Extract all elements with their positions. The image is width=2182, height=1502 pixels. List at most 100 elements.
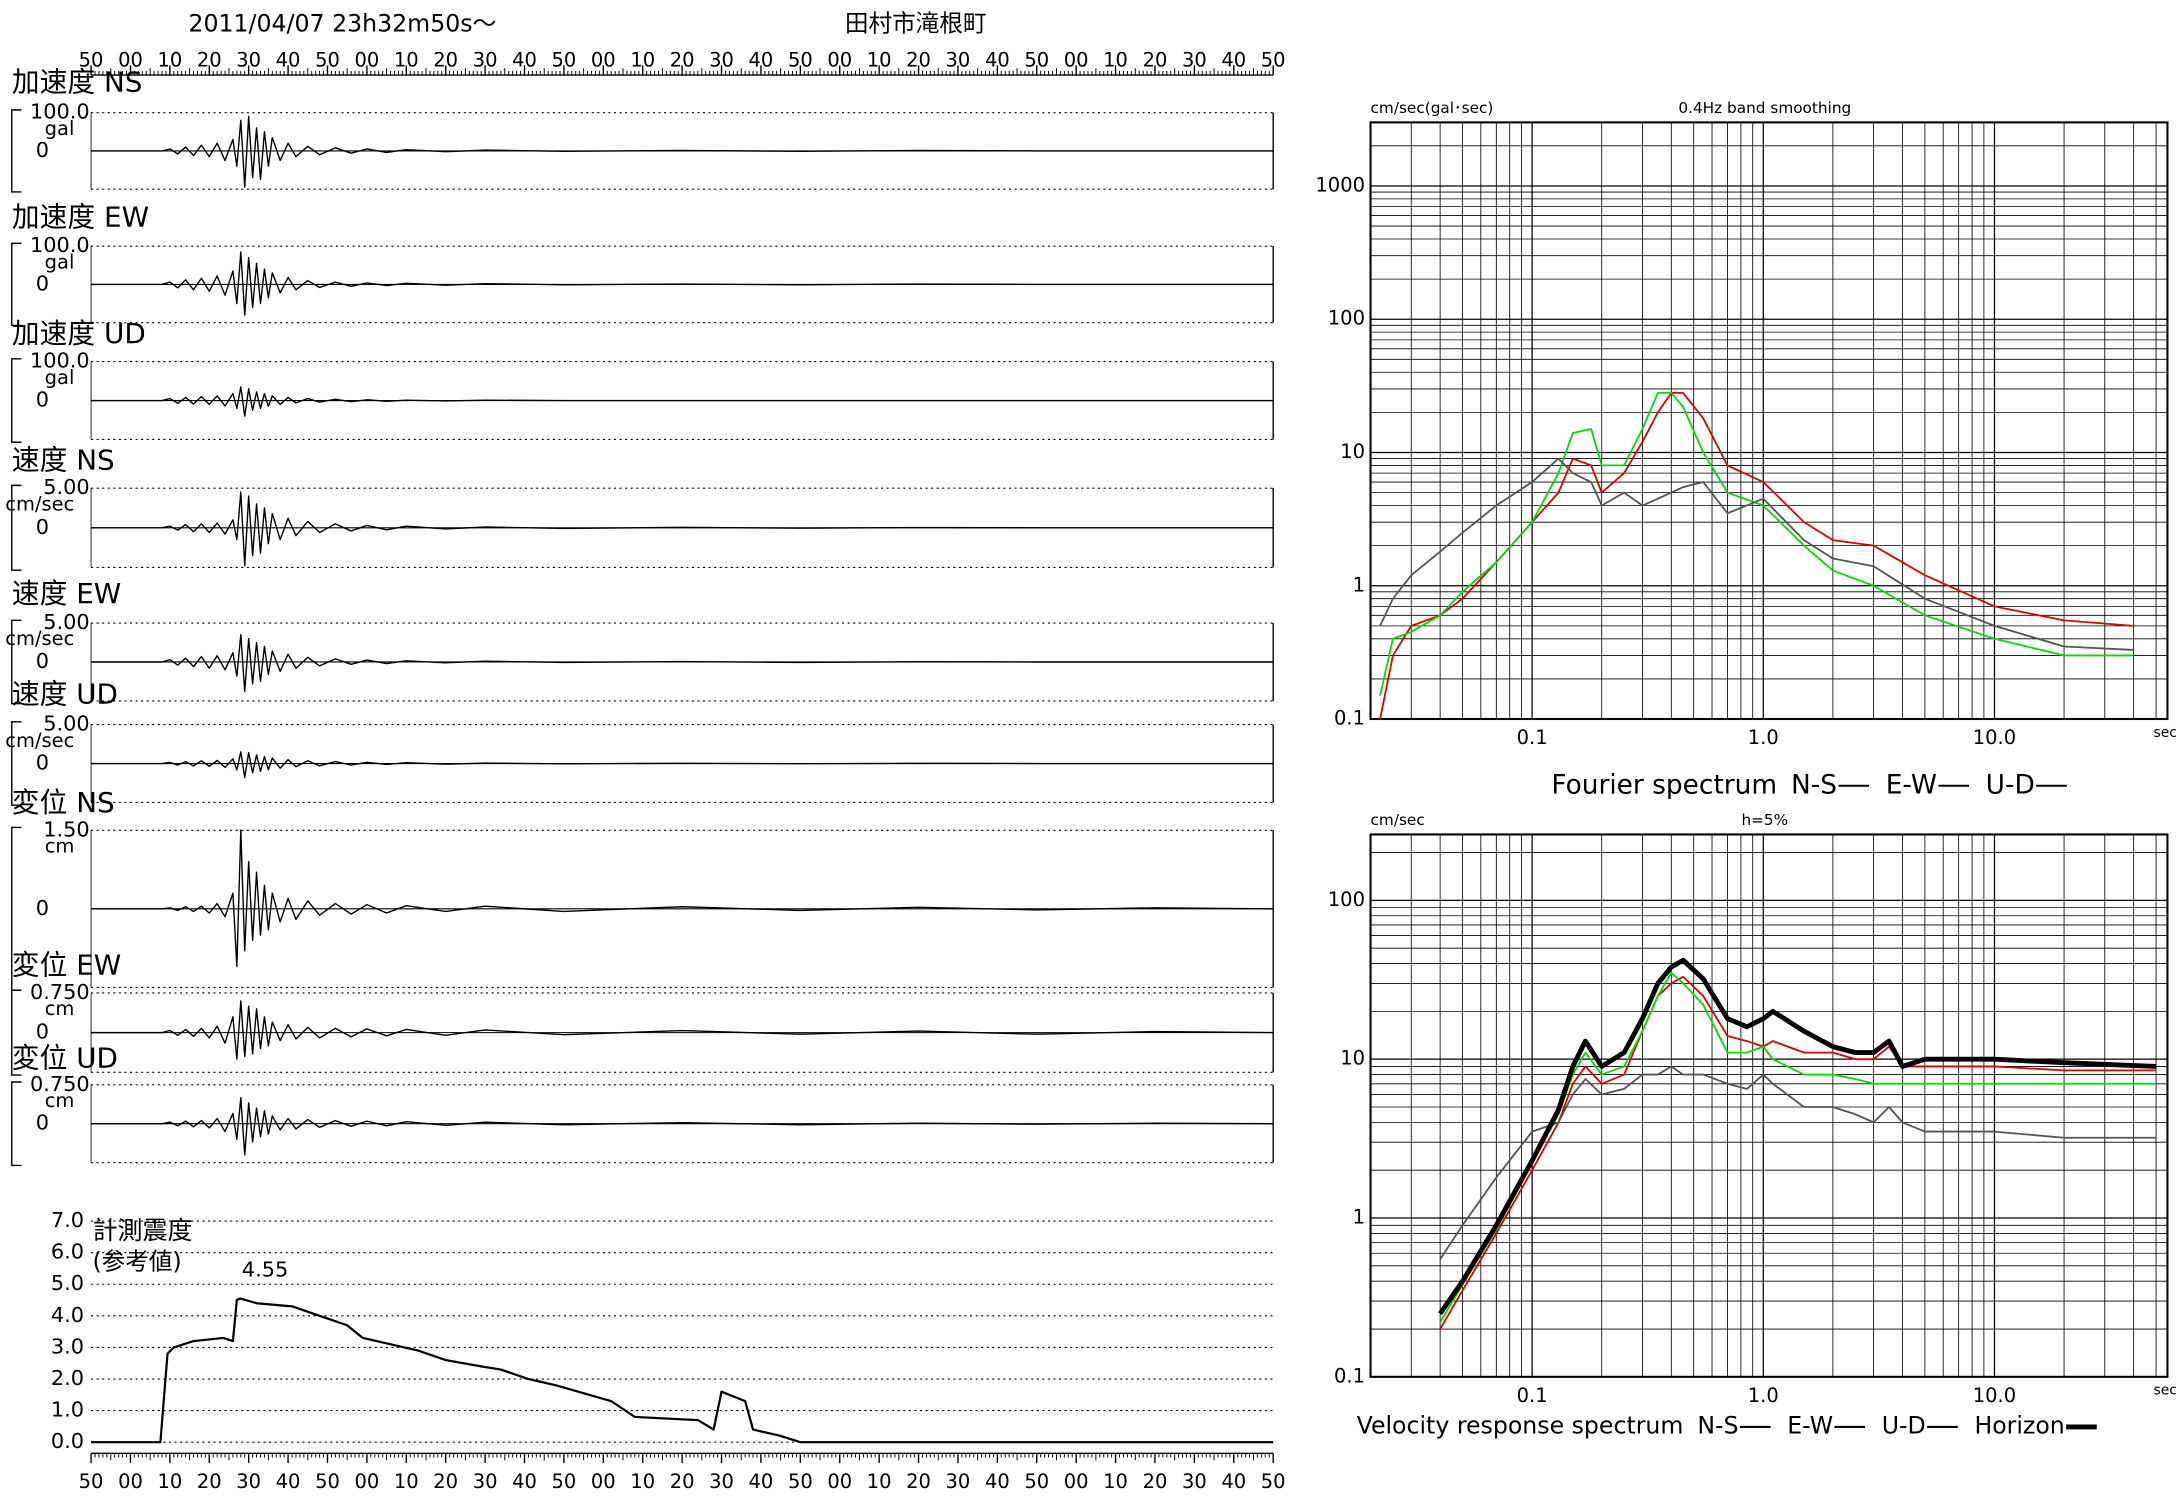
time-tick-label: 00 bbox=[591, 49, 616, 72]
x-tick-label: 10.0 bbox=[1973, 1384, 2016, 1407]
y-axis-unit: gal bbox=[45, 117, 75, 140]
y-axis-unit: gal bbox=[45, 366, 75, 389]
series-line bbox=[1439, 1065, 2157, 1260]
y-tick-label: 6.0 bbox=[51, 1240, 84, 1264]
y-tick-label: 0 bbox=[36, 388, 49, 412]
y-tick-label: 100.0 bbox=[30, 100, 90, 124]
series-line bbox=[91, 115, 1274, 188]
legend-label: E-W bbox=[1886, 769, 1937, 800]
y-axis-unit: cm bbox=[45, 834, 75, 857]
time-tick-label: 20 bbox=[1143, 49, 1168, 72]
x-tick-label: 1.0 bbox=[1748, 726, 1779, 749]
time-tick-label: 20 bbox=[670, 1470, 695, 1493]
y-tick-label: 1 bbox=[1353, 1206, 1365, 1229]
y-tick-label: 0 bbox=[36, 515, 49, 539]
time-tick-label: 40 bbox=[1221, 1470, 1246, 1493]
time-tick-label: 50 bbox=[1024, 49, 1049, 72]
time-tick-label: 20 bbox=[433, 1470, 458, 1493]
time-tick-label: 50 bbox=[788, 1470, 813, 1493]
time-tick-label: 50 bbox=[1024, 1470, 1049, 1493]
time-tick-label: 40 bbox=[749, 49, 774, 72]
plot-frame bbox=[1369, 833, 2169, 1378]
y-tick-label: 7.0 bbox=[51, 1208, 84, 1232]
y-tick-label: 2.0 bbox=[51, 1366, 84, 1390]
y-tick-label: 0 bbox=[36, 649, 49, 673]
time-tick-label: 30 bbox=[1182, 1470, 1207, 1493]
time-tick-label: 00 bbox=[1064, 1470, 1089, 1493]
panel-subtitle: (参考値) bbox=[92, 1247, 181, 1275]
y-tick-label: 5.00 bbox=[43, 475, 89, 499]
x-axis-unit: sec bbox=[2154, 1383, 2177, 1399]
time-tick-label: 10 bbox=[630, 1470, 655, 1493]
panel-bracket bbox=[11, 358, 22, 443]
y-tick-label: 10 bbox=[1340, 440, 1365, 463]
y-axis-unit: cm/sec bbox=[5, 492, 74, 515]
y-tick-label: 100 bbox=[1328, 888, 1365, 911]
time-tick-label: 40 bbox=[512, 49, 537, 72]
time-tick-label: 40 bbox=[749, 1470, 774, 1493]
y-axis-unit: cm/sec bbox=[5, 627, 74, 650]
time-tick-label: 00 bbox=[354, 1470, 379, 1493]
y-tick-label: 0 bbox=[36, 1111, 49, 1135]
y-tick-label: 100 bbox=[1328, 307, 1365, 330]
y-tick-label: 3.0 bbox=[51, 1334, 84, 1358]
time-tick-label: 30 bbox=[236, 1470, 261, 1493]
time-tick-label: 20 bbox=[197, 1470, 222, 1493]
y-tick-label: 0 bbox=[36, 751, 49, 775]
time-tick-label: 20 bbox=[433, 49, 458, 72]
panel-title: 加速度 NS bbox=[12, 65, 143, 98]
legend-title: Fourier spectrum bbox=[1551, 769, 1777, 800]
series-line bbox=[91, 386, 1274, 417]
y-tick-label: 0 bbox=[36, 896, 49, 920]
time-tick-label: 00 bbox=[1064, 49, 1089, 72]
chart-title: h=5% bbox=[1741, 811, 1788, 829]
y-tick-label: 5.00 bbox=[43, 712, 89, 736]
panel-bracket bbox=[11, 721, 22, 806]
panel-title: 変位 EW bbox=[12, 949, 121, 982]
y-tick-label: 10 bbox=[1340, 1047, 1365, 1070]
time-tick-label: 40 bbox=[1221, 49, 1246, 72]
time-tick-label: 40 bbox=[985, 1470, 1010, 1493]
y-tick-label: 0.1 bbox=[1334, 1364, 1365, 1387]
station-name: 田村市滝根町 bbox=[845, 10, 987, 38]
time-tick-label: 10 bbox=[630, 49, 655, 72]
panel-bracket bbox=[11, 1081, 22, 1167]
panel-title: 速度 EW bbox=[12, 577, 121, 610]
series-line bbox=[91, 1097, 1274, 1156]
time-tick-label: 10 bbox=[394, 49, 419, 72]
x-axis-unit: sec bbox=[2154, 725, 2177, 741]
time-tick-label: 10 bbox=[157, 1470, 182, 1493]
time-tick-label: 20 bbox=[906, 1470, 931, 1493]
time-tick-label: 00 bbox=[827, 49, 852, 72]
time-tick-label: 30 bbox=[946, 49, 971, 72]
panel-bracket bbox=[11, 989, 22, 1076]
y-axis-unit: cm bbox=[45, 997, 75, 1020]
panel-bracket bbox=[11, 484, 22, 571]
time-tick-label: 10 bbox=[157, 49, 182, 72]
time-tick-label: 50 bbox=[1261, 1470, 1286, 1493]
y-tick-label: 100.0 bbox=[30, 233, 90, 257]
series-line bbox=[1379, 391, 2134, 696]
y-tick-label: 0 bbox=[36, 1020, 49, 1044]
time-tick-label: 30 bbox=[709, 1470, 734, 1493]
y-tick-label: 1000 bbox=[1315, 173, 1365, 196]
y-tick-label: 0 bbox=[36, 271, 49, 295]
time-tick-label: 20 bbox=[197, 49, 222, 72]
y-tick-label: 0.750 bbox=[30, 1072, 90, 1096]
time-tick-label: 50 bbox=[552, 49, 577, 72]
y-tick-label: 0.0 bbox=[51, 1429, 84, 1453]
panel-title: 変位 UD bbox=[12, 1042, 118, 1075]
time-tick-label: 50 bbox=[315, 1470, 340, 1493]
time-tick-label: 10 bbox=[867, 1470, 892, 1493]
y-axis-unit: cm/sec(gal･sec) bbox=[1371, 99, 1494, 117]
y-axis-unit: cm bbox=[45, 1089, 75, 1112]
time-tick-label: 50 bbox=[552, 1470, 577, 1493]
time-tick-label: 50 bbox=[79, 49, 104, 72]
series-line bbox=[91, 634, 1274, 693]
chart-title: 0.4Hz band smoothing bbox=[1678, 99, 1851, 117]
x-tick-label: 0.1 bbox=[1517, 726, 1548, 749]
time-tick-label: 00 bbox=[591, 1470, 616, 1493]
time-tick-label: 30 bbox=[236, 49, 261, 72]
y-tick-label: 1.50 bbox=[43, 817, 89, 841]
